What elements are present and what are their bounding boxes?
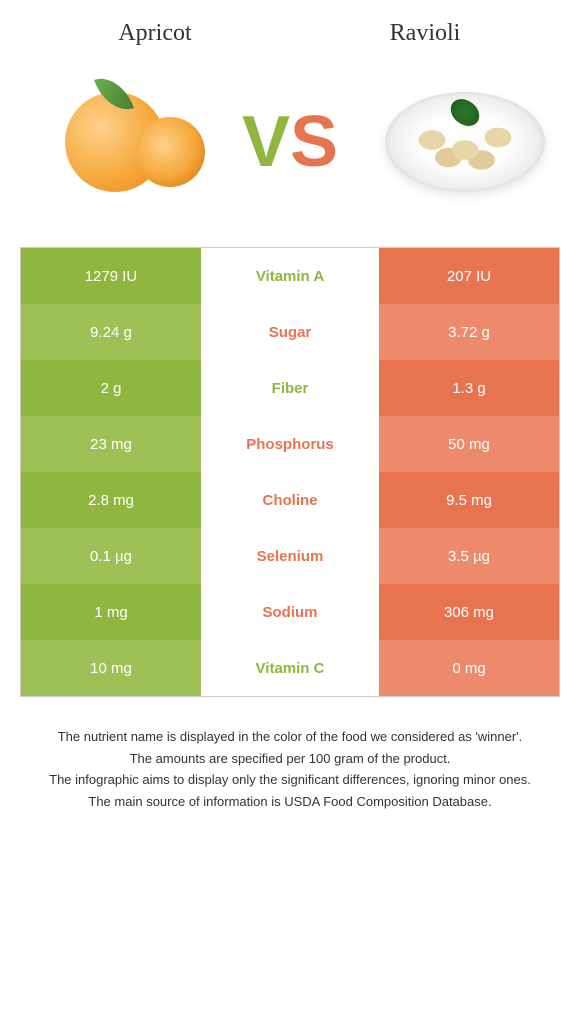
footnote-line: The nutrient name is displayed in the co… — [25, 727, 555, 747]
nutrient-label: Vitamin A — [201, 248, 379, 304]
value-right: 3.5 µg — [379, 528, 559, 584]
value-left: 2 g — [21, 360, 201, 416]
nutrient-label: Fiber — [201, 360, 379, 416]
table-row: 1279 IUVitamin A207 IU — [21, 248, 559, 304]
vs-label: VS — [242, 101, 338, 183]
vs-v: V — [242, 102, 290, 182]
value-right: 50 mg — [379, 416, 559, 472]
table-row: 1 mgSodium306 mg — [21, 584, 559, 640]
nutrient-label: Sodium — [201, 584, 379, 640]
footnote-line: The infographic aims to display only the… — [25, 770, 555, 790]
value-left: 2.8 mg — [21, 472, 201, 528]
table-row: 23 mgPhosphorus50 mg — [21, 416, 559, 472]
nutrient-label: Sugar — [201, 304, 379, 360]
value-left: 23 mg — [21, 416, 201, 472]
table-row: 2 gFiber1.3 g — [21, 360, 559, 416]
table-row: 0.1 µgSelenium3.5 µg — [21, 528, 559, 584]
comparison-table: 1279 IUVitamin A207 IU9.24 gSugar3.72 g2… — [20, 247, 560, 697]
nutrient-label: Phosphorus — [201, 416, 379, 472]
table-row: 2.8 mgCholine9.5 mg — [21, 472, 559, 528]
nutrient-label: Choline — [201, 472, 379, 528]
header: Apricot Ravioli — [0, 0, 580, 57]
table-row: 10 mgVitamin C0 mg — [21, 640, 559, 696]
hero-row: VS — [0, 57, 580, 247]
footnote-line: The amounts are specified per 100 gram o… — [25, 749, 555, 769]
title-left: Apricot — [20, 20, 290, 47]
apricot-image — [30, 67, 200, 217]
footnotes: The nutrient name is displayed in the co… — [0, 727, 580, 811]
nutrient-label: Selenium — [201, 528, 379, 584]
value-right: 0 mg — [379, 640, 559, 696]
value-right: 207 IU — [379, 248, 559, 304]
value-right: 1.3 g — [379, 360, 559, 416]
value-left: 1 mg — [21, 584, 201, 640]
vs-s: S — [290, 102, 338, 182]
value-right: 3.72 g — [379, 304, 559, 360]
value-left: 1279 IU — [21, 248, 201, 304]
value-left: 0.1 µg — [21, 528, 201, 584]
ravioli-image — [380, 67, 550, 217]
value-right: 306 mg — [379, 584, 559, 640]
value-left: 10 mg — [21, 640, 201, 696]
nutrient-label: Vitamin C — [201, 640, 379, 696]
footnote-line: The main source of information is USDA F… — [25, 792, 555, 812]
title-right: Ravioli — [290, 20, 560, 47]
value-left: 9.24 g — [21, 304, 201, 360]
table-row: 9.24 gSugar3.72 g — [21, 304, 559, 360]
value-right: 9.5 mg — [379, 472, 559, 528]
